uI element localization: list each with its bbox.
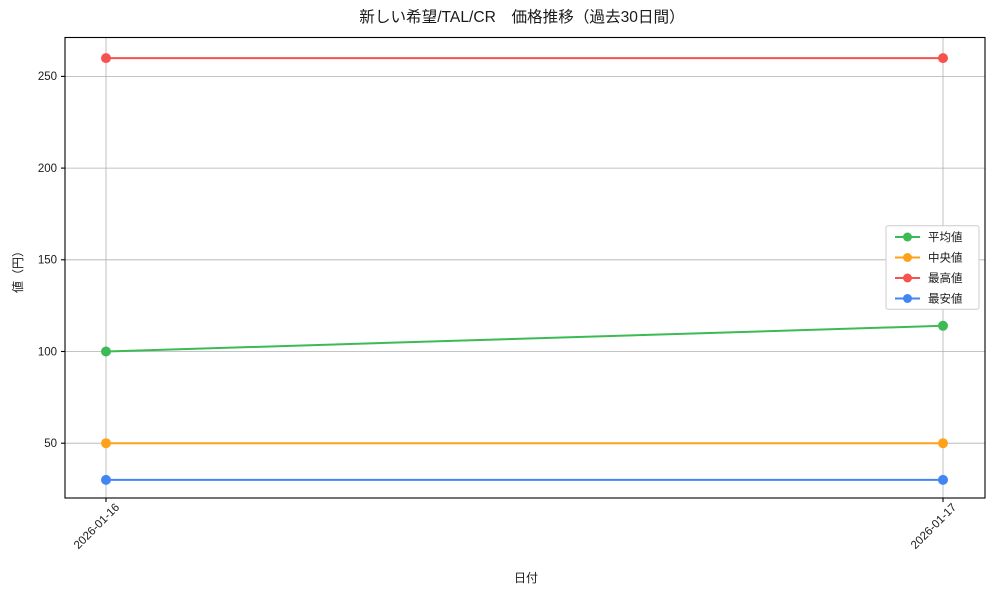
svg-text:最安値: 最安値 [928, 292, 963, 306]
svg-text:250: 250 [38, 71, 57, 83]
svg-text:新しい希望/TAL/CR 価格推移（過去30日間）: 新しい希望/TAL/CR 価格推移（過去30日間） [359, 8, 684, 26]
svg-text:最高値: 最高値 [928, 271, 963, 285]
svg-text:値（円）: 値（円） [10, 245, 25, 293]
svg-text:中央値: 中央値 [928, 252, 963, 265]
svg-text:平均値: 平均値 [928, 231, 963, 244]
svg-text:50: 50 [44, 438, 57, 450]
svg-text:100: 100 [38, 346, 57, 358]
svg-text:200: 200 [38, 163, 57, 175]
svg-text:150: 150 [38, 255, 57, 267]
svg-text:日付: 日付 [514, 571, 538, 585]
